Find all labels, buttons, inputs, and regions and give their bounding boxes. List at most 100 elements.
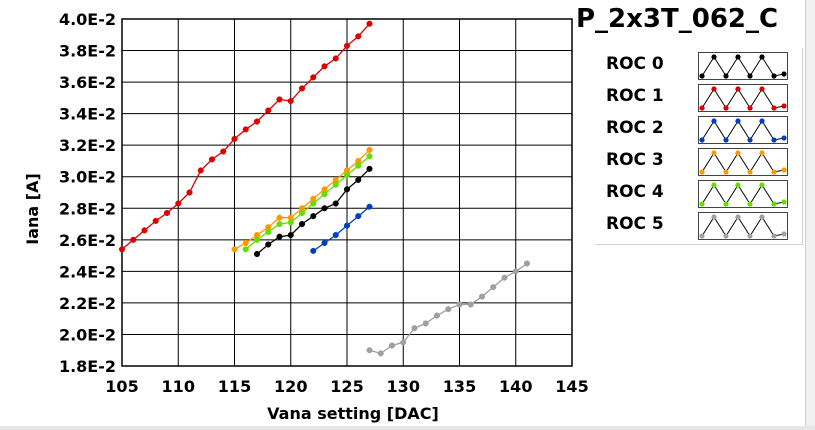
legend-swatch-marker (747, 137, 753, 143)
data-point (253, 250, 261, 258)
legend-swatch-marker (781, 231, 787, 237)
legend-swatch-line (701, 216, 785, 237)
legend-swatch-marker (699, 73, 705, 79)
legend-item: ROC 5 (596, 210, 802, 240)
scrollbar[interactable] (805, 0, 815, 430)
legend-swatch (698, 84, 788, 112)
data-point (332, 232, 339, 239)
series-roc-2 (310, 203, 373, 254)
data-point (220, 148, 227, 155)
y-tick-label: 1.8E-2 (59, 357, 116, 376)
series-roc-0 (253, 165, 373, 258)
x-tick-labels: 105 110 115 120 125 130 135 140 145 (105, 377, 588, 396)
data-point (355, 213, 362, 220)
y-tick-label: 3.6E-2 (59, 73, 116, 92)
data-point (366, 146, 373, 153)
data-point (310, 200, 317, 207)
legend-swatch-marker (711, 150, 717, 156)
data-point (265, 241, 272, 248)
data-point (445, 306, 452, 313)
legend-swatch-marker (711, 182, 717, 188)
legend-swatch-marker (747, 73, 753, 79)
series-roc-1 (118, 20, 373, 253)
data-point (321, 191, 328, 198)
legend-swatch-marker (735, 86, 741, 92)
legend-swatch-marker (771, 201, 777, 207)
data-point (332, 200, 339, 207)
data-point (355, 33, 362, 40)
series-layer (118, 20, 531, 357)
x-tick-label: 140 (499, 377, 532, 396)
data-point (467, 301, 474, 308)
data-point (343, 42, 351, 49)
data-point (298, 220, 306, 228)
legend-swatch-marker (723, 201, 729, 207)
y-tick-label: 3.0E-2 (59, 168, 116, 187)
data-point (355, 176, 362, 183)
y-tick-label: 2.0E-2 (59, 325, 116, 344)
data-point (456, 301, 463, 308)
data-point (321, 205, 328, 212)
legend-swatch-marker (759, 118, 765, 124)
data-point (310, 213, 317, 220)
data-point (366, 20, 373, 27)
legend-swatch (698, 212, 788, 240)
data-point (377, 350, 384, 357)
y-tick-label: 3.2E-2 (59, 136, 116, 155)
series-line (256, 168, 370, 255)
data-point (242, 239, 249, 247)
legend-item: ROC 1 (596, 82, 802, 112)
data-point (388, 342, 396, 349)
data-point (343, 186, 351, 193)
bottom-border (0, 426, 815, 430)
legend-swatch-marker (771, 105, 777, 111)
data-point (366, 347, 373, 354)
data-point (332, 55, 339, 62)
legend-swatch-marker (735, 150, 741, 156)
data-point (287, 219, 294, 226)
legend-swatch-marker (699, 169, 705, 175)
legend-swatch-marker (735, 118, 741, 124)
legend-label: ROC 5 (606, 214, 664, 234)
legend-label: ROC 4 (606, 182, 664, 202)
data-point (310, 74, 317, 81)
y-tick-label: 2.4E-2 (59, 262, 116, 281)
legend-swatch-line (701, 88, 785, 109)
legend-swatch-marker (699, 201, 705, 207)
data-point (276, 214, 283, 221)
series-roc-5 (366, 260, 531, 357)
legend-swatch-line (701, 152, 785, 173)
legend-label: ROC 2 (606, 118, 664, 138)
legend-item: ROC 2 (596, 114, 802, 144)
legend-swatch-marker (781, 167, 787, 173)
x-axis-label: Vana setting [DAC] (267, 404, 439, 423)
data-point (411, 325, 418, 332)
legend-swatch-marker (771, 169, 777, 175)
series-line (121, 23, 370, 250)
legend-swatch-line (701, 120, 785, 141)
data-point (141, 227, 148, 234)
legend-swatch-marker (699, 233, 705, 239)
legend-label: ROC 3 (606, 150, 664, 170)
data-point (231, 135, 238, 142)
data-point (163, 209, 171, 217)
legend-item: ROC 4 (596, 178, 802, 208)
x-tick-label: 125 (330, 377, 363, 396)
data-point (298, 209, 306, 217)
legend-label: ROC 1 (606, 86, 664, 106)
x-tick-label: 105 (105, 377, 138, 396)
x-tick-label: 145 (555, 377, 588, 396)
data-point (152, 217, 159, 224)
legend-swatch-marker (759, 150, 765, 156)
x-tick-label: 115 (218, 377, 251, 396)
legend-swatch-marker (711, 214, 717, 220)
data-point (366, 153, 373, 160)
y-tick-label: 2.8E-2 (59, 199, 116, 218)
legend-swatch-marker (711, 54, 717, 60)
data-point (501, 274, 508, 281)
data-point (343, 172, 351, 179)
data-point (366, 165, 373, 172)
data-point (242, 246, 249, 253)
x-tick-label: 135 (443, 377, 476, 396)
